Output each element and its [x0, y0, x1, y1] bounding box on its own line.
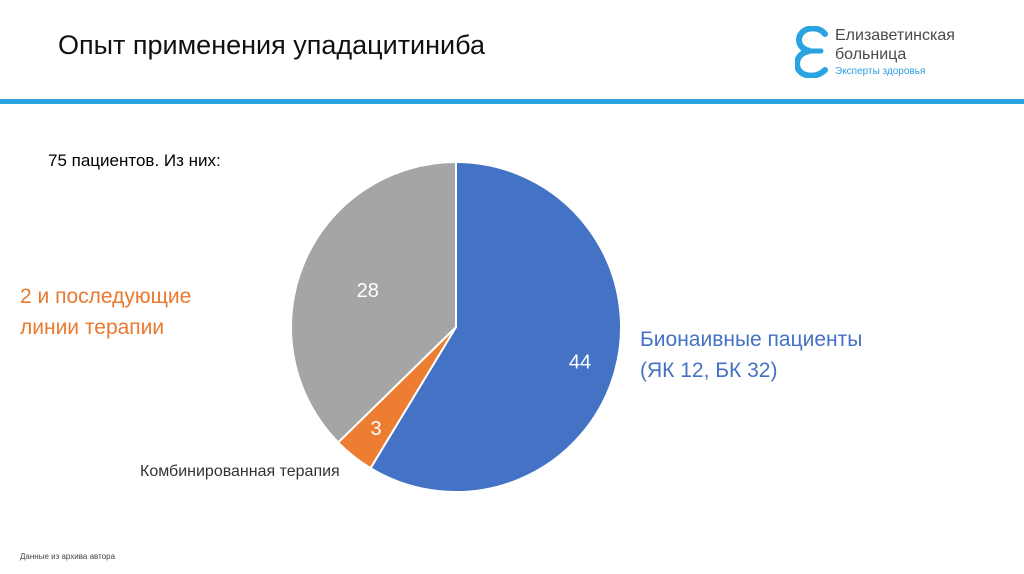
label-later-lines: 2 и последующие линии терапии: [20, 281, 191, 343]
label-bionaive-line2: (ЯК 12, БК 32): [640, 359, 778, 382]
slide-title: Опыт применения упадацитиниба: [58, 30, 485, 60]
header-divider: [0, 99, 1024, 104]
pie-slice-bionaive: [369, 160, 622, 493]
pie-slice-later-lines: [290, 160, 457, 444]
label-combined-therapy: Комбинированная терапия: [140, 463, 340, 480]
label-bionaive: Бионаивные пациенты (ЯК 12, БК 32): [640, 324, 862, 386]
logo-e-icon: [795, 26, 828, 78]
label-later-lines-line1: 2 и последующие: [20, 285, 192, 308]
logo-name-line2: больница: [835, 46, 907, 63]
source-footnote: Данные из архива автора: [20, 552, 116, 561]
patients-summary: 75 пациентов. Из них:: [48, 151, 221, 170]
pie-label-bionaive: 44: [569, 352, 591, 374]
label-later-lines-line2: линии терапии: [20, 316, 165, 339]
pie-label-combined: 3: [370, 418, 381, 440]
logo-name-line1: Елизаветинская: [835, 27, 955, 44]
pie-label-later-lines: 28: [357, 280, 379, 302]
logo-tagline: Эксперты здоровья: [835, 66, 926, 77]
label-bionaive-line1: Бионаивные пациенты: [640, 328, 863, 351]
hospital-logo: Елизаветинская больница Эксперты здоровь…: [795, 22, 985, 82]
